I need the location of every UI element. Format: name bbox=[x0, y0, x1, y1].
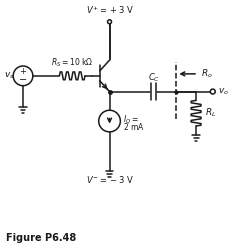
Text: +: + bbox=[19, 68, 26, 76]
Text: $R_L$: $R_L$ bbox=[204, 107, 216, 120]
Text: $V^{+} = +3\ \mathrm{V}$: $V^{+} = +3\ \mathrm{V}$ bbox=[85, 4, 133, 16]
Text: −: − bbox=[19, 75, 27, 85]
Text: $C_C$: $C_C$ bbox=[147, 72, 159, 84]
Text: Figure P6.48: Figure P6.48 bbox=[6, 233, 76, 243]
Text: $V^{-} = -3\ \mathrm{V}$: $V^{-} = -3\ \mathrm{V}$ bbox=[85, 174, 133, 184]
Text: $I_Q=$: $I_Q=$ bbox=[123, 113, 138, 126]
Text: $R_o$: $R_o$ bbox=[200, 68, 212, 80]
Text: $v_s$: $v_s$ bbox=[4, 70, 15, 81]
Text: $v_o$: $v_o$ bbox=[217, 86, 228, 97]
Text: $2\ \mathrm{mA}$: $2\ \mathrm{mA}$ bbox=[123, 122, 145, 132]
Text: $R_S = 10\ \mathrm{k\Omega}$: $R_S = 10\ \mathrm{k\Omega}$ bbox=[51, 57, 93, 69]
